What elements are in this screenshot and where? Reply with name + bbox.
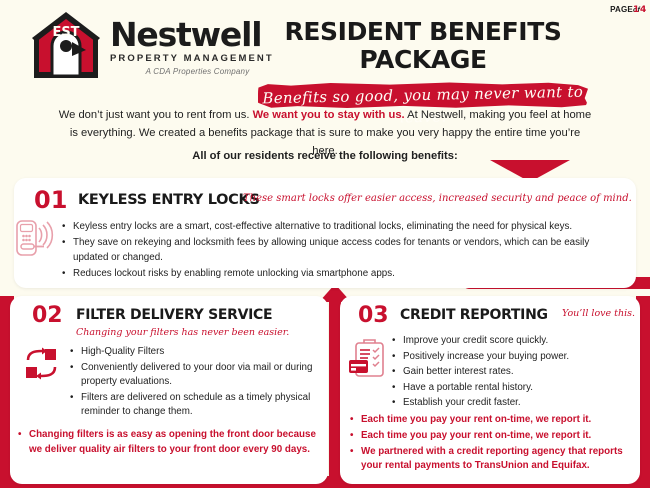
section-number-02: 02 [32, 303, 63, 328]
brand-logo: EST Nestwell PROPERTY MANAGEMENT A CDA P… [28, 8, 272, 92]
list-item: Filters are delivered on schedule as a t… [70, 391, 320, 420]
clipboard-credit-card-icon [349, 339, 384, 377]
page-indicator: PAGE 1 of 4 [610, 5, 646, 15]
section-kicker-03: You’ll love this. [562, 308, 636, 319]
list-item: Positively increase your buying power. [392, 350, 632, 365]
intro-highlight: We want you to stay with us. [252, 109, 405, 121]
list-item: Changing filters is as easy as opening t… [18, 428, 323, 457]
logo-subtitle: PROPERTY MANAGEMENT [110, 53, 274, 64]
list-item: Gain better interest rates. [392, 365, 632, 380]
section-number-03: 03 [358, 303, 389, 328]
section-bullets-03: Improve your credit score quickly. Posit… [392, 334, 632, 412]
list-item: Reduces lockout risks by enabling remote… [62, 266, 622, 281]
list-item: Have a portable rental history. [392, 381, 632, 396]
section-bullets-01: Keyless entry locks are a smart, cost-ef… [62, 219, 622, 282]
list-item: They save on rekeying and locksmith fees… [62, 235, 622, 265]
section-red-bullets-03: Each time you pay your rent on-time, we … [350, 413, 635, 475]
list-item: Establish your credit faster. [392, 396, 632, 411]
house-logo-icon: EST [32, 12, 100, 78]
logo-tagline: A CDA Properties Company [145, 67, 250, 76]
section-kicker-02: Changing your filters has never been eas… [76, 327, 290, 338]
list-item: Each time you pay your rent on-time, we … [350, 429, 635, 444]
title-block: RESIDENT BENEFITS PACKAGE Benefits so go… [258, 17, 588, 126]
intro-subheading: All of our residents receive the followi… [192, 150, 458, 162]
section-number-01: 01 [34, 186, 68, 214]
logo-wordmark: Nestwell PROPERTY MANAGEMENT A CDA Prope… [110, 15, 285, 77]
red-triangle-middle-decoration [319, 284, 351, 302]
filter-exchange-icon [26, 347, 57, 380]
page-label: PAGE [610, 5, 633, 14]
list-item: Improve your credit score quickly. [392, 334, 632, 349]
list-item: Keyless entry locks are a smart, cost-ef… [62, 219, 622, 234]
section-title-01: KEYLESS ENTRY LOCKS [78, 192, 260, 208]
list-item: Each time you pay your rent on-time, we … [350, 413, 635, 428]
brush-banner: Benefits so good, you may never want to … [258, 80, 588, 126]
section-kicker-01: These smart locks offer easier access, i… [243, 193, 632, 204]
logo-badge-text: EST [52, 25, 79, 40]
list-item: We partnered with a credit reporting age… [350, 445, 635, 475]
header: PAGE 1 of 4 EST Nestwell PROPERTY MANAGEME… [0, 0, 650, 126]
section-title-02: FILTER DELIVERY SERVICE [76, 307, 273, 323]
red-bar-middle-decoration [329, 300, 341, 488]
section-bullets-02: High-Quality Filters Conveniently delive… [70, 345, 320, 421]
smart-lock-keypad-icon [16, 220, 54, 256]
list-item: High-Quality Filters [70, 345, 320, 360]
list-item: Conveniently delivered to your door via … [70, 361, 320, 390]
page-of: of [632, 7, 640, 14]
intro-part2: At Nestwell, making you feel at home is … [69, 109, 592, 157]
intro-paragraph: We don’t just want you to rent from us. … [58, 106, 592, 160]
intro-part1: We don’t just want you to rent from us. [58, 109, 253, 121]
page-current: 1 [632, 5, 640, 15]
page-title: RESIDENT BENEFITS PACKAGE [284, 17, 562, 74]
logo-name: Nestwell [110, 15, 263, 54]
section-red-bullets-02: Changing filters is as easy as opening t… [18, 428, 323, 458]
section-title-03: CREDIT REPORTING [400, 307, 548, 323]
red-triangle-top-decoration [490, 160, 570, 182]
brush-stroke-shape [258, 82, 588, 108]
page-total: 4 [640, 5, 647, 15]
